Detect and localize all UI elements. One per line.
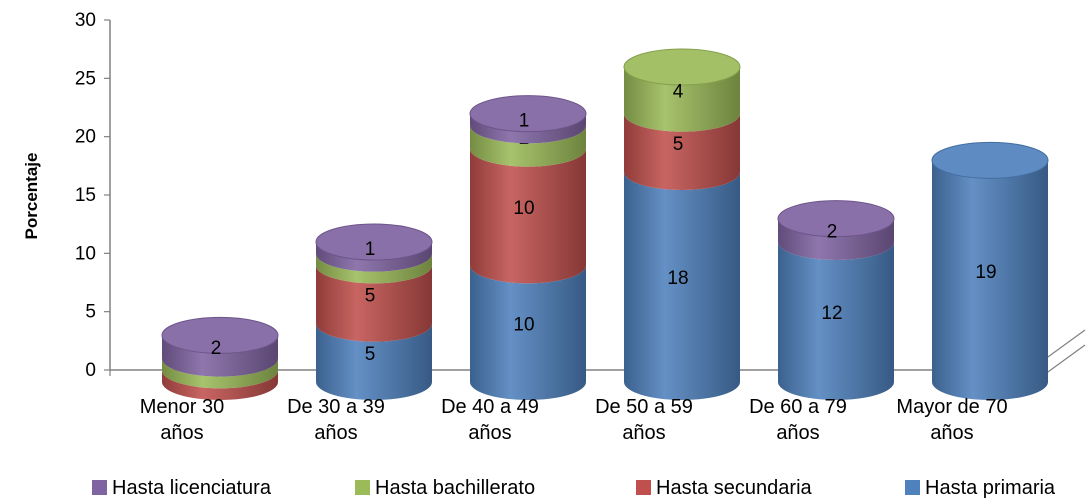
cylinder-segment — [316, 253, 432, 284]
y-tick-label: 0 — [85, 360, 96, 381]
category-labels: Menor 30 años De 30 a 39 años De 40 a 49 años… — [140, 396, 1008, 444]
data-label: 5 — [365, 344, 376, 365]
legend-swatch — [636, 480, 651, 495]
cylinder-top — [469, 95, 587, 133]
cylinder-segment — [316, 242, 432, 272]
cylinder-stack: 19 — [931, 141, 1049, 400]
cylinder-segment — [624, 67, 740, 132]
cylinder-top — [623, 48, 741, 86]
cylinder-top — [777, 200, 895, 238]
legend-label: Hasta licenciatura — [112, 477, 272, 499]
legend-swatch — [92, 480, 107, 495]
y-tick-label: 30 — [75, 10, 96, 31]
data-label: 1 — [519, 111, 530, 132]
y-axis-title: Porcentaje — [22, 153, 41, 240]
cylinder-segment — [932, 160, 1048, 400]
y-tick-label: 15 — [75, 185, 96, 206]
legend-label: Hasta secundaria — [656, 477, 813, 499]
data-label: 12 — [821, 303, 842, 324]
category-label: años — [160, 422, 203, 444]
y-tick-label: 20 — [75, 127, 96, 148]
cylinder-segment — [162, 358, 278, 389]
category-label: De 40 a 49 — [441, 396, 539, 418]
cylinder-segment — [162, 335, 278, 377]
legend-label: Hasta bachillerato — [375, 477, 535, 499]
category-label: años — [314, 422, 357, 444]
data-label: 1 — [365, 239, 376, 260]
cylinder-segment — [470, 125, 586, 167]
cylinder-segment — [624, 113, 740, 190]
cylinder-segment — [470, 148, 586, 284]
legend-label: Hasta primaria — [925, 477, 1056, 499]
legend-swatch — [905, 480, 920, 495]
cylinder-segment — [162, 370, 278, 400]
category-label: De 30 a 39 — [287, 396, 385, 418]
data-label: 5 — [673, 134, 684, 155]
bars: 1125511101021185412219 — [161, 48, 1049, 400]
cylinder-segment — [778, 242, 894, 400]
cylinder-segment — [316, 265, 432, 342]
category-label: De 50 a 59 — [595, 396, 693, 418]
y-tick-label: 10 — [75, 243, 96, 264]
category-label: Mayor de 70 — [896, 396, 1007, 418]
category-label: años — [622, 422, 665, 444]
data-label: 5 — [365, 286, 376, 307]
cylinder-stack: 12 2 — [777, 200, 895, 400]
cylinder-segment — [778, 218, 894, 260]
y-tick-label: 25 — [75, 68, 96, 89]
data-label: 10 — [513, 198, 534, 219]
cylinder-segment — [316, 323, 432, 400]
cylinder-stack: 101021 — [469, 95, 587, 400]
category-label: años — [930, 422, 973, 444]
data-label: 4 — [673, 81, 684, 102]
data-label: 10 — [513, 315, 534, 336]
cylinder-top — [315, 223, 433, 261]
category-label: años — [776, 422, 819, 444]
cylinder-segment — [470, 113, 586, 144]
data-label: 2 — [211, 338, 222, 359]
data-label: 19 — [975, 262, 996, 283]
legend: Hasta licenciatura Hasta bachillerato Hast… — [92, 477, 1056, 499]
data-label: 18 — [667, 268, 688, 289]
cylinder-segment — [470, 265, 586, 400]
cylinder-stack: 112 — [161, 316, 279, 400]
data-label: 2 — [827, 221, 838, 242]
cylinder-top — [931, 141, 1049, 179]
category-label: Menor 30 — [140, 396, 225, 418]
category-label: De 60 a 79 — [749, 396, 847, 418]
category-label: años — [468, 422, 511, 444]
legend-swatch — [355, 480, 370, 495]
y-tick-label: 5 — [85, 302, 96, 323]
cylinder-top — [161, 316, 279, 354]
cylinder-segment — [624, 172, 740, 400]
